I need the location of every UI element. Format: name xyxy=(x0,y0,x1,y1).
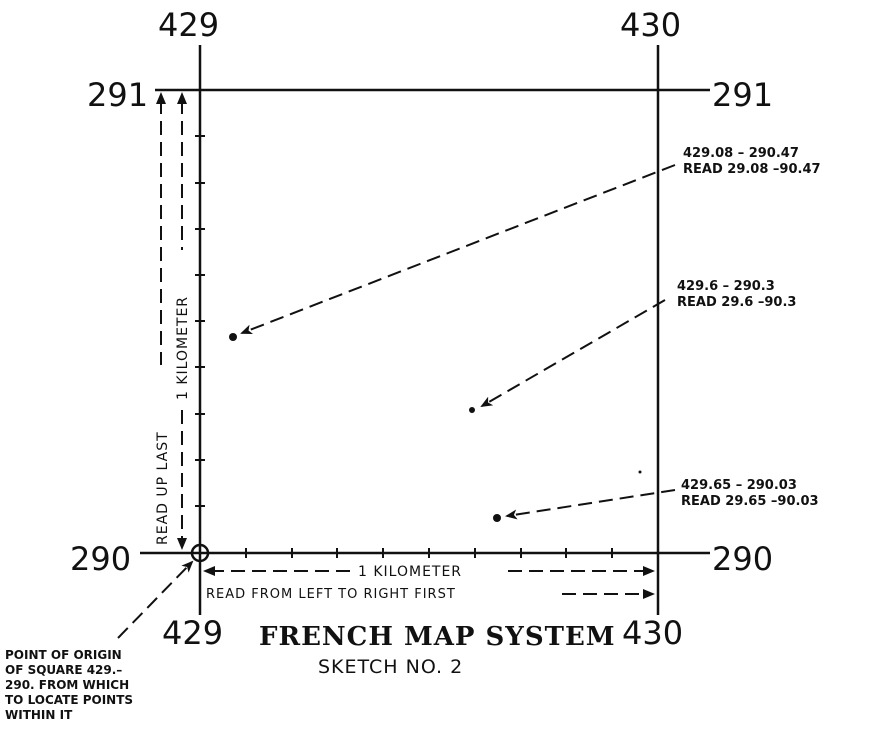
origin-pointer-arrow xyxy=(117,560,194,639)
label-left-291: 291 xyxy=(87,76,148,114)
point-b-reading: READ 29.6 –90.3 xyxy=(677,295,796,310)
label-right-291: 291 xyxy=(712,76,773,114)
label-left-290: 290 xyxy=(70,540,131,578)
vertical-instruction-label: READ UP LAST xyxy=(155,431,171,545)
arrow-to-point-b xyxy=(480,299,666,408)
horizontal-tick-marks xyxy=(245,548,613,558)
point-c-dot xyxy=(493,514,501,522)
point-a-reading: READ 29.08 –90.47 xyxy=(683,162,821,177)
vertical-instruction-arrow-up xyxy=(156,92,166,104)
vertical-tick-marks xyxy=(195,135,205,507)
point-c-coordinates: 429.65 – 290.03 xyxy=(681,478,797,493)
vertical-measure-arrow-up xyxy=(177,92,187,104)
horizontal-measure-label: 1 KILOMETER xyxy=(358,564,462,580)
label-bottom-430: 430 xyxy=(622,614,683,652)
stray-mark xyxy=(638,470,642,474)
origin-note-line-1: POINT OF ORIGIN xyxy=(5,648,122,662)
point-b-coordinates: 429.6 – 290.3 xyxy=(677,279,775,294)
vertical-measure-label: 1 KILOMETER xyxy=(175,296,191,400)
horizontal-measure-arrow-right xyxy=(643,566,655,576)
horizontal-measure-arrow-left xyxy=(203,566,215,576)
origin-note-line-5: WITHIN IT xyxy=(5,708,73,722)
horizontal-instruction-label: READ FROM LEFT TO RIGHT FIRST xyxy=(206,587,456,602)
label-top-430: 430 xyxy=(620,6,681,44)
diagram-title: FRENCH MAP SYSTEM xyxy=(259,622,616,652)
point-a-coordinates: 429.08 – 290.47 xyxy=(683,146,799,161)
point-b-dot xyxy=(469,407,475,413)
point-a-dot xyxy=(229,333,237,341)
arrow-to-point-c xyxy=(505,489,676,520)
vertical-measure-arrow-down xyxy=(177,538,187,550)
horizontal-instruction-arrow-right xyxy=(643,589,655,599)
diagram-subtitle: SKETCH NO. 2 xyxy=(318,656,463,678)
point-c-reading: READ 29.65 –90.03 xyxy=(681,494,819,509)
origin-note-line-2: OF SQUARE 429.– xyxy=(5,663,122,677)
origin-note-line-3: 290. FROM WHICH xyxy=(5,678,129,692)
origin-note-line-4: TO LOCATE POINTS xyxy=(5,693,133,707)
label-right-290: 290 xyxy=(712,540,773,578)
arrow-to-point-a xyxy=(240,164,676,335)
label-top-429: 429 xyxy=(158,6,219,44)
label-bottom-429: 429 xyxy=(162,614,223,652)
